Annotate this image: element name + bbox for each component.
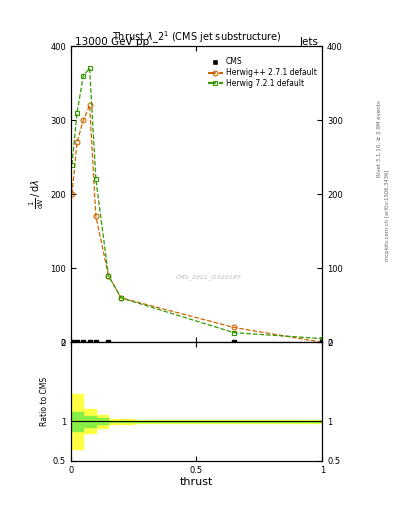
X-axis label: thrust: thrust [180, 477, 213, 487]
Text: 13000 GeV pp: 13000 GeV pp [75, 37, 149, 47]
Text: mcplots.cern.ch [arXiv:1306.3436]: mcplots.cern.ch [arXiv:1306.3436] [385, 169, 389, 261]
Legend: CMS, Herwig++ 2.7.1 default, Herwig 7.2.1 default: CMS, Herwig++ 2.7.1 default, Herwig 7.2.… [206, 56, 318, 90]
Text: Rivet 3.1.10, ≥ 2.9M events: Rivet 3.1.10, ≥ 2.9M events [377, 100, 382, 177]
Y-axis label: Ratio to CMS: Ratio to CMS [40, 377, 49, 426]
Title: Thrust $\lambda\_2^1$ (CMS jet substructure): Thrust $\lambda\_2^1$ (CMS jet substruct… [112, 30, 281, 46]
Y-axis label: $\frac{1}{\mathrm{d}N}\,/\,\mathrm{d}\lambda$: $\frac{1}{\mathrm{d}N}\,/\,\mathrm{d}\la… [28, 179, 46, 209]
Text: Jets: Jets [299, 37, 318, 47]
Text: CMS_2021_I1920187: CMS_2021_I1920187 [176, 274, 242, 280]
